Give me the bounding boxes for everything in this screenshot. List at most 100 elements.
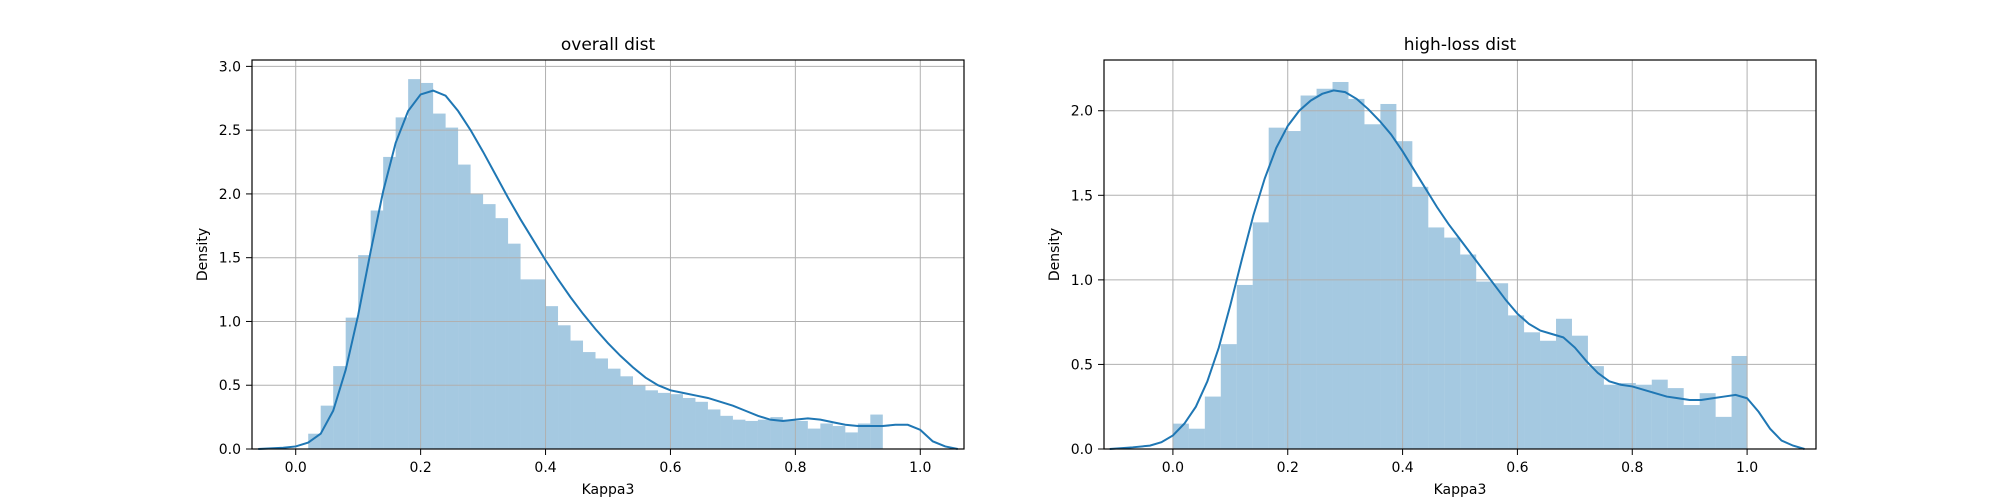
histogram-bar — [1236, 284, 1253, 449]
histogram-bar — [1619, 383, 1636, 449]
x-tick-label: 0.8 — [784, 460, 806, 476]
histogram-bar — [1412, 186, 1429, 449]
histogram-bar — [533, 279, 546, 449]
y-axis-label: Density — [195, 228, 211, 281]
grid-lines — [1104, 60, 1816, 450]
histogram-bar — [1556, 318, 1572, 449]
y-tick-label: 1.0 — [219, 314, 241, 330]
histogram-bar — [732, 419, 746, 449]
y-tick-label: 0.5 — [219, 378, 241, 394]
x-axis-ticks: 0.0 0.2 0.4 0.6 0.8 1.0 — [1162, 449, 1758, 476]
histogram-bar — [1731, 355, 1748, 449]
histogram-bar — [433, 113, 446, 449]
x-tick-label: 0.4 — [1391, 460, 1413, 476]
y-axis-ticks: 0.0 0.5 1.0 1.5 2.0 — [1071, 104, 1104, 458]
kde-curve — [1109, 89, 1805, 450]
histogram-bar — [745, 420, 758, 449]
y-tick-label: 2.0 — [219, 187, 241, 203]
x-tick-label: 0.2 — [409, 460, 431, 476]
histogram-bar — [1300, 95, 1317, 450]
histogram-bar — [670, 394, 683, 449]
histogram-bar — [1348, 98, 1365, 450]
histogram-bar — [820, 423, 833, 449]
histogram-bar — [1364, 124, 1381, 450]
histogram-bar — [495, 218, 509, 449]
x-tick-label: 0.4 — [534, 460, 556, 476]
histogram-bar — [807, 428, 821, 449]
plot-frame — [251, 59, 965, 450]
y-tick-label: 0.0 — [219, 442, 241, 458]
histogram-bar — [383, 156, 396, 449]
histogram-bar — [695, 401, 708, 449]
histogram-bar — [445, 127, 459, 449]
histogram-bar — [483, 204, 496, 449]
histogram-bar — [1540, 340, 1556, 449]
histogram-bar — [395, 117, 409, 449]
histogram-bar — [1651, 379, 1668, 449]
histogram-bar — [620, 376, 633, 449]
histogram-bar — [558, 325, 571, 449]
histogram-bar — [595, 358, 608, 449]
x-tick-label: 0.0 — [1162, 460, 1184, 476]
histogram-bar — [545, 306, 559, 449]
histogram-bar — [420, 82, 434, 450]
y-tick-label: 0.0 — [1071, 442, 1093, 458]
histogram-bar — [370, 210, 384, 449]
histogram-bar — [1699, 393, 1716, 449]
y-axis-ticks: 0.0 0.5 1.0 1.5 2.0 2.5 3.0 — [219, 59, 252, 458]
histogram-bar — [1332, 81, 1349, 450]
x-tick-label: 0.8 — [1621, 460, 1643, 476]
histogram-bar — [508, 243, 521, 449]
histogram-bar — [520, 279, 534, 449]
histogram-bar — [1715, 416, 1732, 449]
histogram-bar — [657, 392, 671, 449]
histogram-bar — [1587, 366, 1604, 449]
histogram-bar — [857, 423, 871, 449]
histogram-bar — [1204, 396, 1221, 449]
histogram-bar — [707, 409, 721, 449]
chart-panel-2: 0.0 0.2 0.4 0.6 0.8 1.0 0.0 0.5 1.0 1.5 2.0 high-lo… — [1047, 35, 1817, 498]
histogram-bar — [1268, 127, 1285, 450]
histogram-bar — [1380, 103, 1397, 449]
histogram-bar — [645, 390, 658, 449]
histogram-bar — [1603, 384, 1620, 449]
histogram-bar — [608, 368, 621, 449]
y-tick-label: 1.5 — [219, 251, 241, 267]
histogram-bars — [308, 79, 883, 450]
x-tick-label: 0.6 — [1506, 460, 1528, 476]
histogram-bar — [870, 414, 883, 449]
histogram-bar — [1667, 388, 1684, 449]
y-tick-label: 3.0 — [219, 59, 241, 75]
kde-curve — [258, 89, 958, 450]
histogram-bar — [1524, 332, 1541, 449]
y-tick-label: 2.5 — [219, 123, 241, 139]
histogram-bar — [1508, 315, 1525, 449]
plot-frame — [1103, 59, 1817, 450]
histogram-bar — [795, 420, 808, 449]
histogram-bars — [1172, 81, 1748, 450]
chart-panel-1: 0.0 0.2 0.4 0.6 0.8 1.0 0.0 0.5 1.0 1.5 2.0 2.5 3.0 o… — [195, 35, 965, 498]
y-tick-label: 1.5 — [1071, 188, 1093, 204]
histogram-bar — [408, 79, 421, 449]
histogram-bar — [845, 432, 858, 449]
x-axis-label: Kappa3 — [582, 482, 635, 498]
histogram-bar — [308, 433, 321, 449]
x-axis-ticks: 0.0 0.2 0.4 0.6 0.8 1.0 — [285, 449, 931, 476]
histogram-bar — [583, 352, 596, 449]
chart-title: high-loss dist — [1404, 35, 1517, 55]
x-axis-label: Kappa3 — [1434, 482, 1487, 498]
histogram-bar — [333, 366, 346, 449]
histogram-bar — [782, 419, 796, 449]
histogram-bar — [1284, 131, 1301, 449]
histogram-bar — [832, 426, 846, 449]
histogram-bar — [1316, 88, 1333, 449]
x-tick-label: 0.6 — [659, 460, 681, 476]
x-tick-label: 0.2 — [1277, 460, 1299, 476]
y-tick-label: 0.5 — [1071, 357, 1093, 373]
histogram-bar — [1220, 344, 1237, 449]
histogram-bar — [1683, 405, 1700, 449]
y-tick-label: 1.0 — [1071, 273, 1093, 289]
histogram-bar — [632, 385, 646, 449]
histogram-bar — [1396, 141, 1413, 449]
